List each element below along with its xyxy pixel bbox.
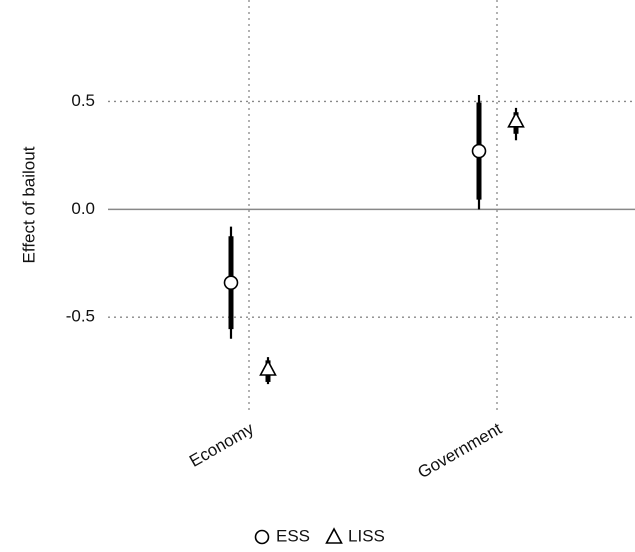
y-tick-label: -0.5 <box>66 307 95 326</box>
point <box>471 143 487 159</box>
point <box>507 111 525 128</box>
legend-label: ESS <box>276 526 310 545</box>
y-axis-label: Effect of bailout <box>19 146 38 263</box>
point <box>259 359 277 376</box>
x-tick-label: Government <box>414 419 505 482</box>
legend-label: LISS <box>348 526 385 545</box>
point <box>223 275 239 290</box>
x-tick-label: Economy <box>186 419 257 471</box>
y-tick-label: 0.5 <box>71 91 95 110</box>
legend-marker <box>325 527 343 544</box>
y-tick-label: 0.0 <box>71 199 95 218</box>
legend-marker <box>254 529 270 545</box>
